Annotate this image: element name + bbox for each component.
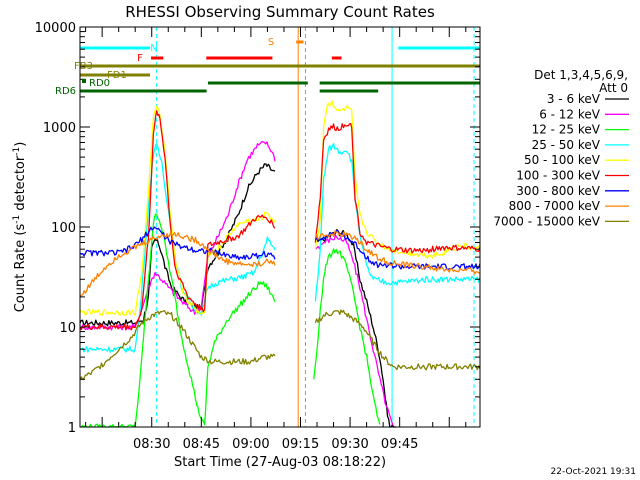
flag-label-rd6: RD6 bbox=[55, 86, 76, 97]
series-line-8 bbox=[79, 309, 481, 381]
x-tick-label-3: 09:15 bbox=[282, 437, 319, 452]
flag-label-flare: F bbox=[137, 53, 143, 64]
x-tick-label-1: 08:45 bbox=[183, 437, 220, 452]
chart-title: RHESSI Observing Summary Count Rates bbox=[125, 3, 435, 21]
flag-label-fd1: FD1 bbox=[107, 70, 127, 81]
x-tick-label-4: 09:30 bbox=[331, 437, 368, 452]
flag-label-fb3: FB3 bbox=[74, 61, 93, 72]
series-line-1 bbox=[79, 141, 394, 426]
y-axis-label-part: -1 bbox=[12, 147, 22, 156]
y-tick-label-2: 100 bbox=[51, 221, 76, 236]
flag-label-rd0: RD0 bbox=[89, 78, 110, 89]
y-tick-label-0: 1 bbox=[68, 421, 76, 436]
legend-label-0: 3 - 6 keV bbox=[547, 92, 601, 106]
legend-label-1: 6 - 12 keV bbox=[539, 107, 601, 121]
x-axis-label: Start Time (27-Aug-03 08:18:22) bbox=[174, 455, 386, 470]
y-axis-label-part: Count Rate (s bbox=[13, 224, 28, 313]
series-line-5 bbox=[79, 110, 481, 331]
series-line-0 bbox=[79, 163, 397, 428]
legend-label-5: 100 - 300 keV bbox=[516, 169, 600, 183]
legend-label-6: 300 - 800 keV bbox=[516, 184, 600, 198]
y-tick-label-4: 10000 bbox=[35, 21, 76, 36]
legend-label-2: 12 - 25 keV bbox=[532, 123, 601, 137]
series-line-2 bbox=[80, 213, 381, 428]
legend-header-0: Det 1,3,4,5,6,9, bbox=[534, 68, 628, 82]
legend-label-8: 7000 - 15000 keV bbox=[493, 214, 600, 228]
legend-label-7: 800 - 7000 keV bbox=[509, 199, 601, 213]
y-axis-label-part: detector bbox=[13, 155, 28, 215]
y-axis-label: Count Rate (s-1 detector-1) bbox=[12, 142, 28, 313]
plot-area bbox=[79, 27, 481, 428]
flag-label-saa: N bbox=[150, 43, 157, 54]
legend-label-3: 25 - 50 keV bbox=[532, 138, 601, 152]
x-tick-label-0: 08:30 bbox=[133, 437, 170, 452]
y-tick-label-3: 1000 bbox=[43, 121, 76, 136]
timestamp: 22-Oct-2021 19:31 bbox=[551, 467, 636, 477]
y-axis-label-part: -1 bbox=[12, 215, 22, 224]
x-tick-label-5: 09:45 bbox=[381, 437, 418, 452]
y-axis: 1 10 100 1000 10000 bbox=[35, 21, 480, 436]
legend-header-1: Att 0 bbox=[599, 81, 628, 95]
y-axis-label-part: ) bbox=[13, 142, 28, 147]
flag-label-ssr: S bbox=[268, 37, 274, 48]
series-line-4 bbox=[79, 100, 481, 316]
y-tick-label-1: 10 bbox=[59, 321, 76, 336]
series-line-7 bbox=[79, 230, 481, 298]
rd0-marker bbox=[82, 79, 86, 83]
x-tick-label-2: 09:00 bbox=[232, 437, 269, 452]
x-axis: 08:30 08:45 09:00 09:15 09:30 09:45 bbox=[85, 27, 467, 452]
legend-label-4: 50 - 100 keV bbox=[524, 153, 601, 167]
